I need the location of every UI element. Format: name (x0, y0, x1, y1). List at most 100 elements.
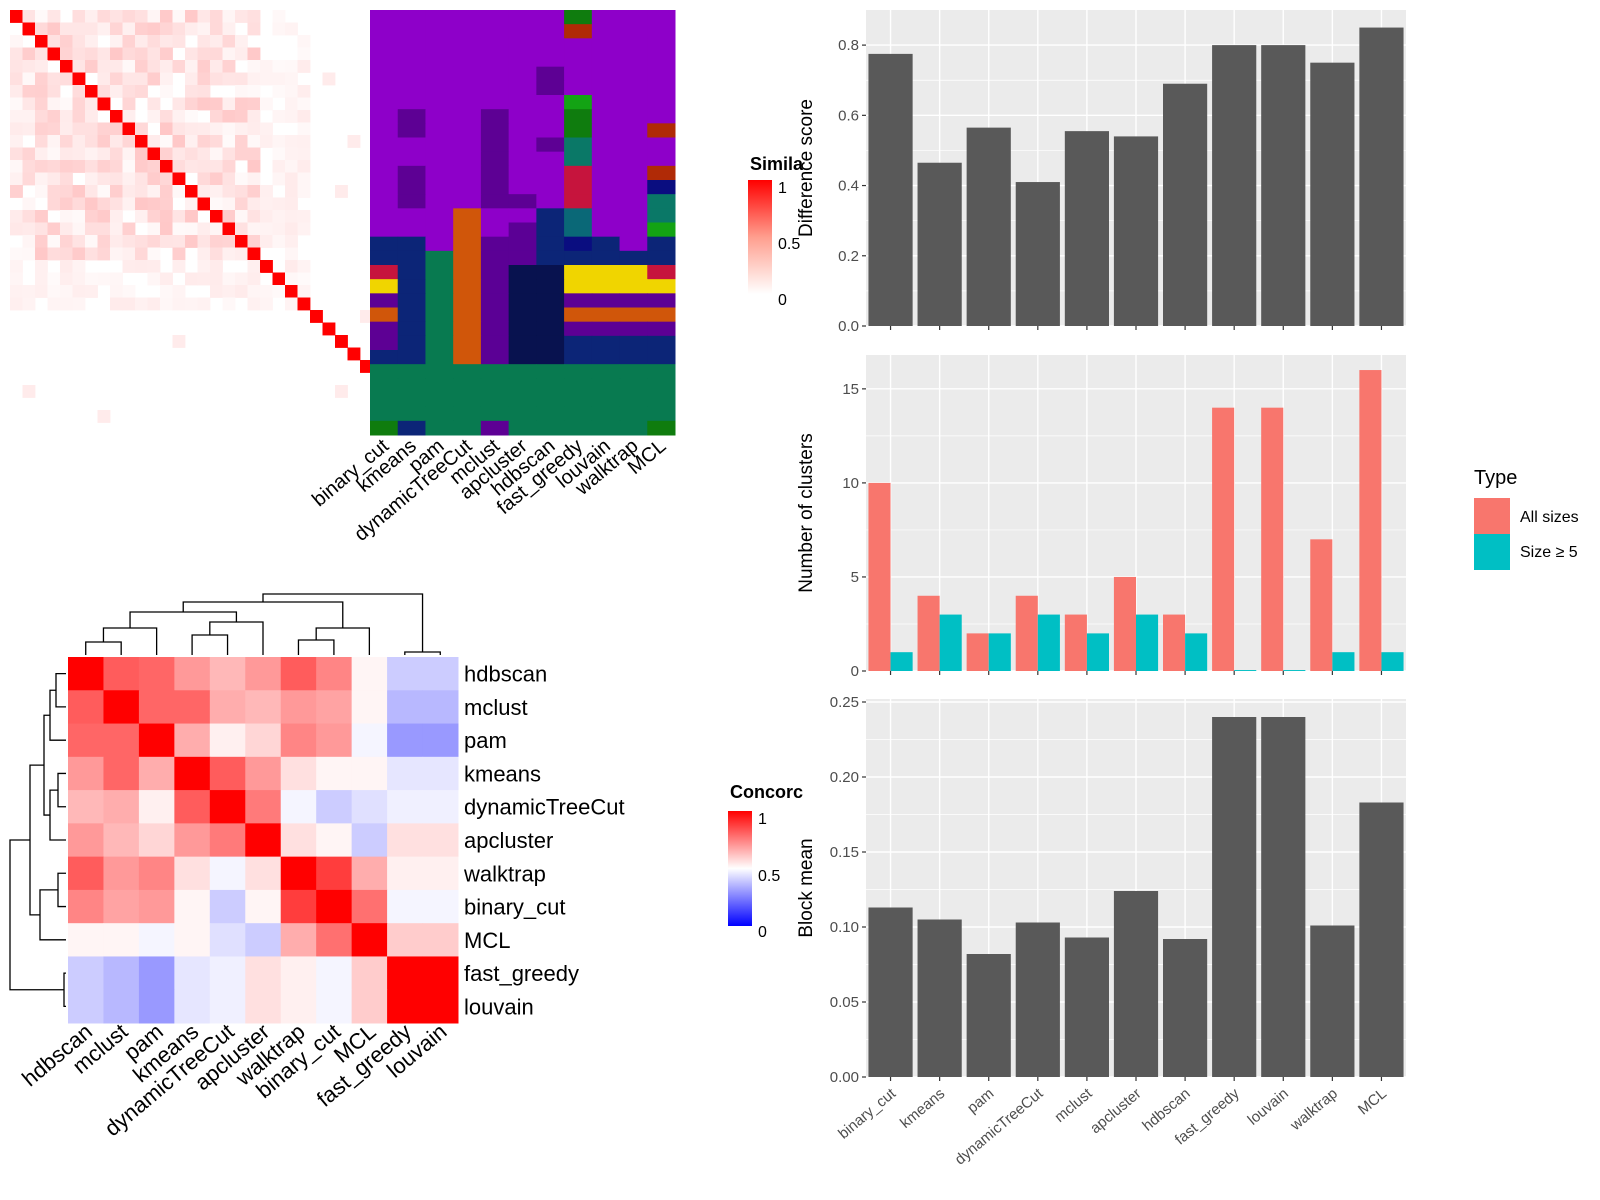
similarity-cell (235, 110, 248, 123)
similarity-cell (222, 60, 236, 73)
similarity-cell (72, 285, 86, 298)
similarity-cell (210, 235, 223, 248)
similarity-cell (197, 47, 211, 61)
concordance-cell (245, 989, 282, 1024)
similarity-cell (110, 247, 123, 261)
assignment-cell (508, 80, 537, 96)
similarity-cell (160, 85, 173, 98)
similarity-cell (60, 122, 73, 136)
concordance-cell (316, 989, 353, 1024)
assignment-cell (536, 321, 565, 337)
similarity-cell (85, 172, 98, 186)
similarity-cell (297, 110, 311, 123)
similarity-cell (297, 260, 311, 273)
y-tick-label: 0.00 (830, 1069, 859, 1086)
similarity-cell (60, 172, 73, 186)
similarity-cell (35, 35, 48, 48)
assignment-cell (425, 180, 454, 195)
assignment-cell (647, 265, 676, 280)
x-tick-label: dynamicTreeCut (952, 1085, 1047, 1169)
concordance-cell (103, 923, 140, 957)
similarity-cell (247, 47, 261, 61)
assignment-cell (508, 24, 537, 39)
dendrogram-branch (55, 672, 66, 708)
bar (1359, 802, 1404, 1077)
bar (966, 954, 1011, 1077)
similarity-cell (210, 272, 223, 286)
similarity-cell (297, 97, 311, 111)
assignment-cell (480, 109, 510, 124)
similarity-cell (247, 85, 261, 98)
similarity-cell (72, 97, 86, 111)
similarity-cell (97, 85, 111, 98)
assignment-cell (619, 24, 648, 39)
bar (917, 919, 962, 1077)
assignment-cell (536, 10, 565, 25)
concordance-cell (351, 856, 388, 891)
similarity-cell (335, 335, 348, 348)
similarity-cell (185, 147, 198, 161)
concordance-cell (174, 690, 211, 725)
similarity-cell (160, 272, 173, 286)
similarity-cell (285, 210, 298, 223)
similarity-cell (160, 197, 173, 211)
assignment-cell (564, 123, 593, 138)
similarity-cell (285, 172, 298, 186)
concordance-cell (280, 657, 317, 691)
similarity-cell (10, 210, 23, 223)
assignment-cell (564, 10, 593, 25)
similarity-cell (135, 197, 148, 211)
similarity-cell (10, 160, 23, 173)
assignment-cell (453, 137, 482, 153)
similarity-cell (222, 247, 236, 261)
similarity-cell (222, 197, 236, 211)
similarity-cell (60, 247, 73, 261)
difference-score-chart: 0.0 0.2 0.4 0.6 0.8 Difference score (796, 10, 1406, 335)
similarity-cell (210, 60, 223, 73)
concordance-heatmap (68, 657, 459, 1024)
similarity-cell (197, 197, 211, 211)
similarity-cell (110, 297, 123, 311)
similarity-cell (10, 285, 23, 298)
assignment-cell (370, 335, 399, 351)
concordance-cell (316, 690, 353, 725)
assignment-cell (591, 406, 621, 422)
similarity-cell (222, 135, 236, 148)
assignment-cell (564, 52, 593, 68)
number-of-clusters-chart: 0 5 10 15 Number of clusters (796, 355, 1406, 680)
assignment-cell (480, 279, 510, 294)
similarity-cell (272, 72, 286, 86)
bar (1261, 717, 1306, 1077)
assignment-cell (619, 293, 648, 308)
similarity-cell (147, 210, 161, 223)
similarity-cell (47, 97, 61, 111)
similarity-cell (147, 185, 161, 198)
similarity-cell (22, 60, 36, 73)
concordance-cell (387, 790, 424, 824)
y-tick-label: 0.6 (838, 107, 859, 124)
assignment-cell (480, 364, 510, 379)
y-tick-label: 0 (851, 663, 859, 680)
similarity-cell (160, 297, 173, 311)
similarity-cell (197, 247, 211, 261)
similarity-cell (172, 97, 186, 111)
y-axis-label: Number of clusters (796, 433, 817, 592)
similarity-cell (247, 10, 261, 23)
similarity-legend-title: Simila (750, 154, 804, 174)
assignment-cell (564, 335, 593, 351)
similarity-cell (172, 147, 186, 161)
y-tick-label: 0.05 (830, 994, 859, 1011)
similarity-cell (122, 260, 136, 273)
assignment-cell (453, 406, 482, 422)
concordance-cell (351, 790, 388, 824)
assignment-cell (480, 420, 510, 436)
similarity-cell (22, 385, 36, 398)
concordance-cell (138, 790, 175, 824)
y-tick-label: 0.15 (830, 844, 859, 861)
similarity-cell (297, 172, 311, 186)
concordance-cell (68, 989, 104, 1024)
assignment-cell (508, 364, 537, 379)
assignment-cell (564, 350, 593, 365)
bar (1359, 27, 1404, 327)
